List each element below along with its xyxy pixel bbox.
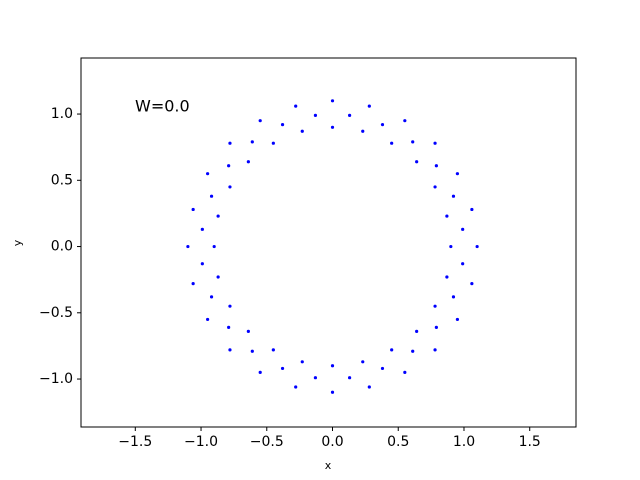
y-tick-label: −0.5	[39, 305, 73, 321]
point	[415, 329, 419, 333]
point	[280, 123, 285, 127]
point	[200, 262, 204, 266]
y-tick-label: 0.0	[51, 239, 73, 255]
point	[330, 390, 335, 394]
point	[390, 348, 394, 352]
point	[461, 227, 465, 231]
point	[390, 141, 394, 145]
x-tick-label: −0.5	[250, 434, 284, 450]
point	[300, 129, 304, 133]
point	[206, 172, 210, 176]
point	[461, 262, 465, 266]
x-tick-label: 0.5	[387, 434, 409, 450]
point	[200, 227, 204, 231]
x-axis-label: x	[325, 459, 332, 472]
point	[415, 160, 419, 164]
x-tick-label: 0.0	[321, 434, 343, 450]
x-tick-label: 1.5	[519, 434, 541, 450]
point	[191, 282, 195, 286]
y-tick-label: 1.0	[51, 106, 73, 122]
point	[449, 244, 453, 249]
point	[411, 140, 415, 144]
point	[250, 349, 254, 353]
point	[271, 348, 275, 352]
point	[434, 164, 438, 168]
point	[433, 141, 437, 145]
point	[227, 164, 231, 168]
point	[212, 244, 216, 249]
point	[411, 349, 415, 353]
point	[280, 366, 285, 371]
point	[250, 140, 254, 144]
point	[348, 376, 352, 380]
point	[380, 366, 385, 371]
point	[258, 119, 262, 123]
point	[313, 113, 318, 117]
point	[475, 244, 479, 249]
point	[216, 275, 220, 279]
point	[455, 317, 460, 322]
point	[433, 348, 437, 352]
point	[228, 141, 232, 145]
point	[228, 185, 232, 189]
point	[330, 125, 335, 129]
point	[470, 207, 474, 212]
point	[271, 141, 275, 145]
point	[403, 370, 407, 375]
point	[470, 282, 474, 286]
y-tick-label: −1.0	[39, 371, 73, 387]
plot-frame	[80, 57, 577, 428]
point	[228, 348, 232, 352]
point	[246, 329, 250, 333]
point	[445, 275, 449, 279]
point	[380, 123, 385, 127]
point	[258, 370, 262, 375]
y-axis-label: y	[11, 239, 24, 246]
point	[246, 160, 250, 164]
point	[367, 385, 371, 389]
point	[227, 325, 231, 329]
point	[361, 129, 365, 133]
y-tick-label: 0.5	[51, 172, 73, 188]
x-tick-label: 1.0	[453, 434, 475, 450]
point	[361, 360, 365, 364]
point	[313, 376, 318, 380]
point	[209, 194, 214, 198]
point	[330, 364, 335, 368]
x-tick-label: −1.5	[118, 434, 152, 450]
point	[294, 104, 298, 108]
point	[206, 317, 210, 322]
point	[451, 295, 456, 299]
x-tick-label: −1.0	[184, 434, 218, 450]
annotation: W=0.0	[135, 97, 190, 116]
point	[330, 99, 335, 103]
point	[294, 385, 298, 389]
point	[209, 295, 214, 299]
point	[433, 304, 437, 308]
point	[433, 185, 437, 189]
point	[367, 104, 371, 108]
point	[348, 113, 352, 117]
point	[434, 325, 438, 329]
point	[403, 119, 407, 123]
point	[186, 244, 190, 249]
point	[455, 172, 460, 176]
point	[451, 194, 456, 198]
point	[228, 304, 232, 308]
point	[216, 214, 220, 218]
point	[191, 207, 195, 212]
point	[445, 214, 449, 218]
point	[300, 360, 304, 364]
